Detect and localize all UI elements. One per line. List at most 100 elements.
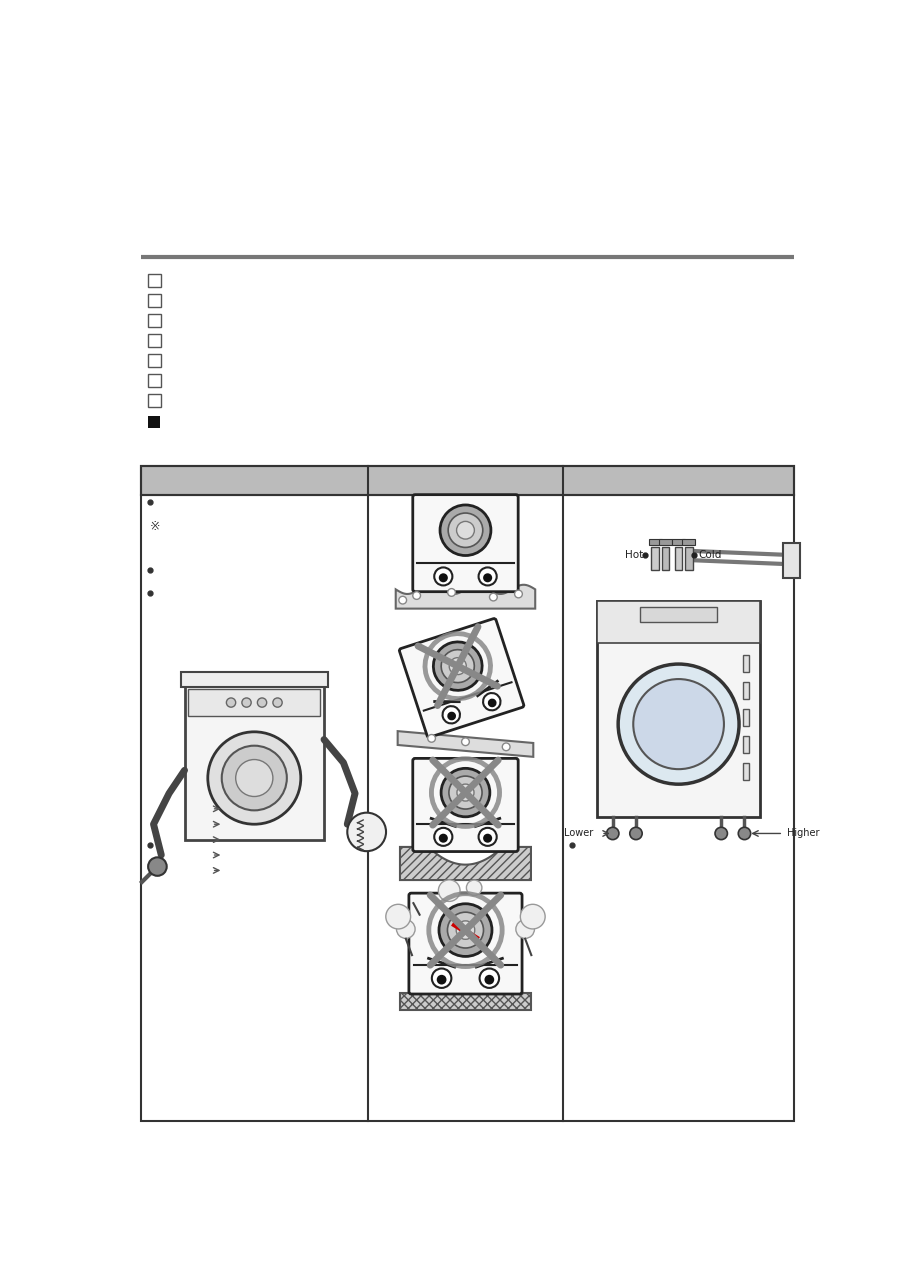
Circle shape bbox=[456, 521, 474, 539]
Circle shape bbox=[396, 919, 415, 939]
Circle shape bbox=[447, 589, 455, 597]
Circle shape bbox=[480, 968, 499, 988]
Circle shape bbox=[235, 760, 273, 796]
Circle shape bbox=[520, 904, 545, 928]
Bar bbox=[148, 274, 161, 287]
Circle shape bbox=[738, 827, 751, 840]
Circle shape bbox=[715, 827, 727, 840]
Circle shape bbox=[347, 813, 386, 851]
Circle shape bbox=[490, 593, 497, 601]
Circle shape bbox=[457, 784, 474, 801]
Bar bbox=[743, 709, 749, 725]
Bar bbox=[188, 689, 320, 716]
Circle shape bbox=[447, 711, 456, 720]
Bar bbox=[743, 736, 749, 752]
Circle shape bbox=[478, 828, 496, 846]
Circle shape bbox=[440, 505, 491, 556]
Circle shape bbox=[441, 649, 474, 683]
Circle shape bbox=[443, 706, 460, 724]
Circle shape bbox=[448, 513, 483, 548]
Bar bbox=[148, 354, 161, 367]
Bar bbox=[148, 334, 161, 347]
Bar bbox=[784, 543, 800, 577]
Bar bbox=[743, 682, 749, 698]
Circle shape bbox=[413, 592, 421, 599]
Bar bbox=[674, 547, 683, 570]
Text: ※: ※ bbox=[150, 520, 161, 534]
Bar bbox=[597, 601, 760, 817]
Circle shape bbox=[432, 968, 452, 988]
Circle shape bbox=[449, 775, 482, 809]
Circle shape bbox=[483, 574, 492, 583]
Circle shape bbox=[439, 904, 492, 957]
Text: Hot: Hot bbox=[625, 549, 644, 559]
Bar bbox=[148, 293, 161, 307]
Bar bbox=[743, 763, 749, 779]
Circle shape bbox=[434, 642, 482, 691]
Circle shape bbox=[478, 567, 496, 585]
Circle shape bbox=[634, 679, 724, 769]
Circle shape bbox=[439, 574, 448, 583]
Bar bbox=[743, 655, 749, 671]
Circle shape bbox=[462, 738, 469, 746]
FancyBboxPatch shape bbox=[413, 495, 518, 592]
Bar bbox=[141, 466, 794, 495]
Circle shape bbox=[514, 590, 523, 598]
Text: Higher: Higher bbox=[787, 828, 820, 838]
Circle shape bbox=[257, 698, 266, 707]
Circle shape bbox=[503, 743, 510, 751]
Circle shape bbox=[483, 833, 492, 842]
Circle shape bbox=[208, 732, 301, 824]
FancyBboxPatch shape bbox=[399, 619, 524, 737]
Bar bbox=[141, 466, 794, 1120]
Bar bbox=[148, 374, 161, 387]
Circle shape bbox=[515, 919, 534, 939]
Bar bbox=[148, 394, 161, 406]
Polygon shape bbox=[400, 847, 531, 880]
Circle shape bbox=[606, 827, 619, 840]
FancyBboxPatch shape bbox=[413, 759, 518, 851]
Bar bbox=[640, 607, 717, 622]
Circle shape bbox=[630, 827, 642, 840]
Circle shape bbox=[441, 768, 490, 817]
FancyBboxPatch shape bbox=[409, 894, 522, 994]
Circle shape bbox=[242, 698, 251, 707]
Polygon shape bbox=[395, 585, 535, 608]
Circle shape bbox=[488, 698, 496, 707]
Bar bbox=[683, 539, 694, 545]
Bar bbox=[652, 547, 659, 570]
Text: Cold: Cold bbox=[698, 549, 722, 559]
Bar bbox=[659, 539, 672, 545]
Bar bbox=[649, 539, 662, 545]
Bar bbox=[662, 547, 669, 570]
Circle shape bbox=[438, 880, 460, 901]
Bar bbox=[597, 601, 760, 643]
Circle shape bbox=[399, 597, 406, 604]
Circle shape bbox=[484, 975, 494, 985]
Circle shape bbox=[273, 698, 282, 707]
Circle shape bbox=[449, 657, 466, 675]
Circle shape bbox=[435, 567, 453, 585]
Text: Lower: Lower bbox=[564, 828, 594, 838]
Bar bbox=[684, 547, 693, 570]
Bar bbox=[148, 314, 161, 327]
Bar bbox=[185, 685, 324, 840]
Circle shape bbox=[447, 912, 484, 948]
Bar bbox=[148, 417, 160, 428]
Circle shape bbox=[385, 904, 411, 928]
Bar bbox=[673, 539, 684, 545]
Circle shape bbox=[436, 975, 446, 985]
Bar bbox=[400, 993, 532, 1011]
Circle shape bbox=[456, 921, 474, 939]
Circle shape bbox=[483, 693, 501, 710]
Circle shape bbox=[466, 880, 482, 895]
Circle shape bbox=[618, 664, 739, 784]
Circle shape bbox=[439, 833, 448, 842]
Circle shape bbox=[435, 828, 453, 846]
Polygon shape bbox=[397, 732, 534, 757]
Circle shape bbox=[226, 698, 235, 707]
Circle shape bbox=[428, 734, 435, 742]
Circle shape bbox=[148, 858, 166, 876]
Bar bbox=[181, 671, 328, 687]
Circle shape bbox=[222, 746, 287, 810]
